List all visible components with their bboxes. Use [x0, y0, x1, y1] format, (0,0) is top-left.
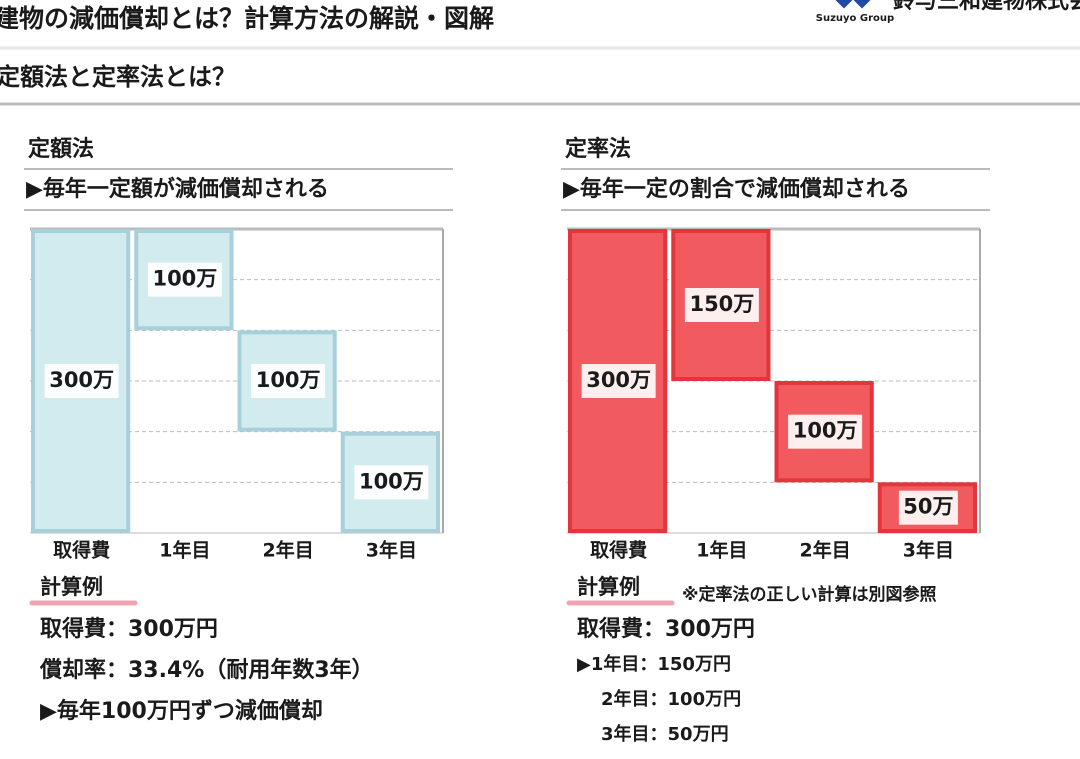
chart-subtitle: ▶毎年一定の割合で減価償却される [563, 176, 910, 202]
x-tick-label: 取得費 [53, 539, 110, 562]
example-line: 取得費：300万円 [577, 616, 755, 642]
value-label: 100万 [359, 469, 424, 493]
page-title: 建物の減価償却とは？計算方法の解説・図解 [0, 4, 494, 33]
example-line: ▶1年目：150万円 [577, 653, 731, 675]
label-box [251, 364, 326, 398]
example-line: 2年目：100万円 [601, 688, 741, 710]
logo-text: Suzuyo Group [816, 13, 894, 24]
chart-subtitle: ▶毎年一定額が減価償却される [26, 176, 329, 202]
label-box [684, 288, 759, 322]
logo: Suzuyo Group [816, 0, 894, 24]
x-tick-label: 3年目 [366, 539, 417, 562]
x-tick-label: 2年目 [800, 539, 851, 562]
label-box [898, 490, 958, 525]
label-box [581, 364, 656, 398]
example-line: 取得費：300万円 [40, 616, 218, 642]
label-box [147, 262, 222, 297]
value-label: 50万 [903, 495, 953, 519]
example-line: 3年目：50万円 [601, 723, 729, 745]
chart-title: 定率法 [565, 136, 631, 162]
label-box [788, 414, 863, 449]
value-label: 100万 [793, 419, 858, 443]
example-line: 償却率：33.4%（耐用年数3年） [39, 657, 374, 683]
value-label: 300万 [586, 368, 651, 392]
example-heading: 計算例 [40, 575, 103, 599]
value-label: 100万 [152, 267, 217, 291]
x-tick-label: 2年目 [263, 539, 314, 562]
x-tick-label: 1年目 [696, 539, 747, 562]
section-title: 定額法と定率法とは？ [0, 63, 236, 91]
label-box [44, 364, 119, 398]
value-label: 150万 [689, 292, 754, 316]
company-name: 鈴与三和建物株式会社 [893, 0, 1080, 14]
x-tick-label: 1年目 [159, 539, 210, 562]
example-note: ※定率法の正しい計算は別図参照 [682, 584, 937, 605]
x-tick-label: 3年目 [903, 539, 954, 562]
x-tick-label: 取得費 [590, 539, 647, 562]
value-label: 100万 [256, 368, 321, 392]
chart-title: 定額法 [28, 136, 94, 162]
example-heading: 計算例 [577, 575, 640, 599]
label-box [354, 465, 429, 500]
value-label: 300万 [49, 368, 114, 392]
example-line: ▶毎年100万円ずつ減価償却 [40, 698, 323, 724]
